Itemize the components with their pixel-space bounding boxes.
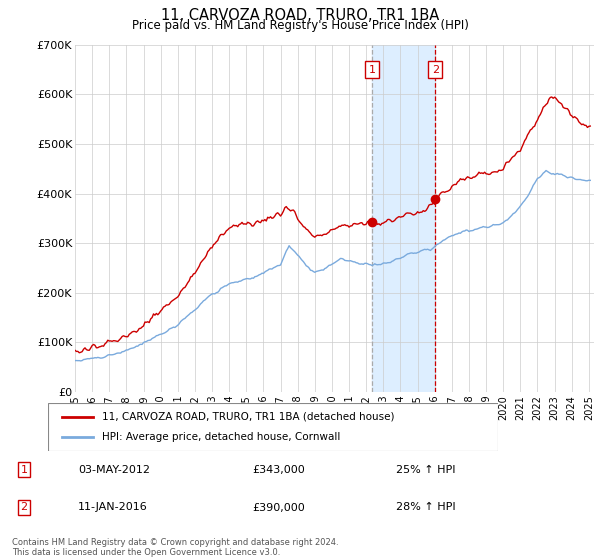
FancyBboxPatch shape [48,403,498,451]
Text: 28% ↑ HPI: 28% ↑ HPI [396,502,455,512]
Text: Price paid vs. HM Land Registry's House Price Index (HPI): Price paid vs. HM Land Registry's House … [131,19,469,32]
Text: £343,000: £343,000 [252,465,305,475]
Text: 11-JAN-2016: 11-JAN-2016 [78,502,148,512]
Text: 03-MAY-2012: 03-MAY-2012 [78,465,150,475]
Text: 11, CARVOZA ROAD, TRURO, TR1 1BA (detached house): 11, CARVOZA ROAD, TRURO, TR1 1BA (detach… [102,412,395,422]
Text: HPI: Average price, detached house, Cornwall: HPI: Average price, detached house, Corn… [102,432,340,442]
Text: £390,000: £390,000 [252,502,305,512]
Text: 1: 1 [368,64,376,74]
Text: Contains HM Land Registry data © Crown copyright and database right 2024.
This d: Contains HM Land Registry data © Crown c… [12,538,338,557]
Text: 2: 2 [20,502,28,512]
Bar [372,45,435,392]
Text: 1: 1 [20,465,28,475]
Text: 2: 2 [431,64,439,74]
Text: 25% ↑ HPI: 25% ↑ HPI [396,465,455,475]
Text: 11, CARVOZA ROAD, TRURO, TR1 1BA: 11, CARVOZA ROAD, TRURO, TR1 1BA [161,8,439,24]
